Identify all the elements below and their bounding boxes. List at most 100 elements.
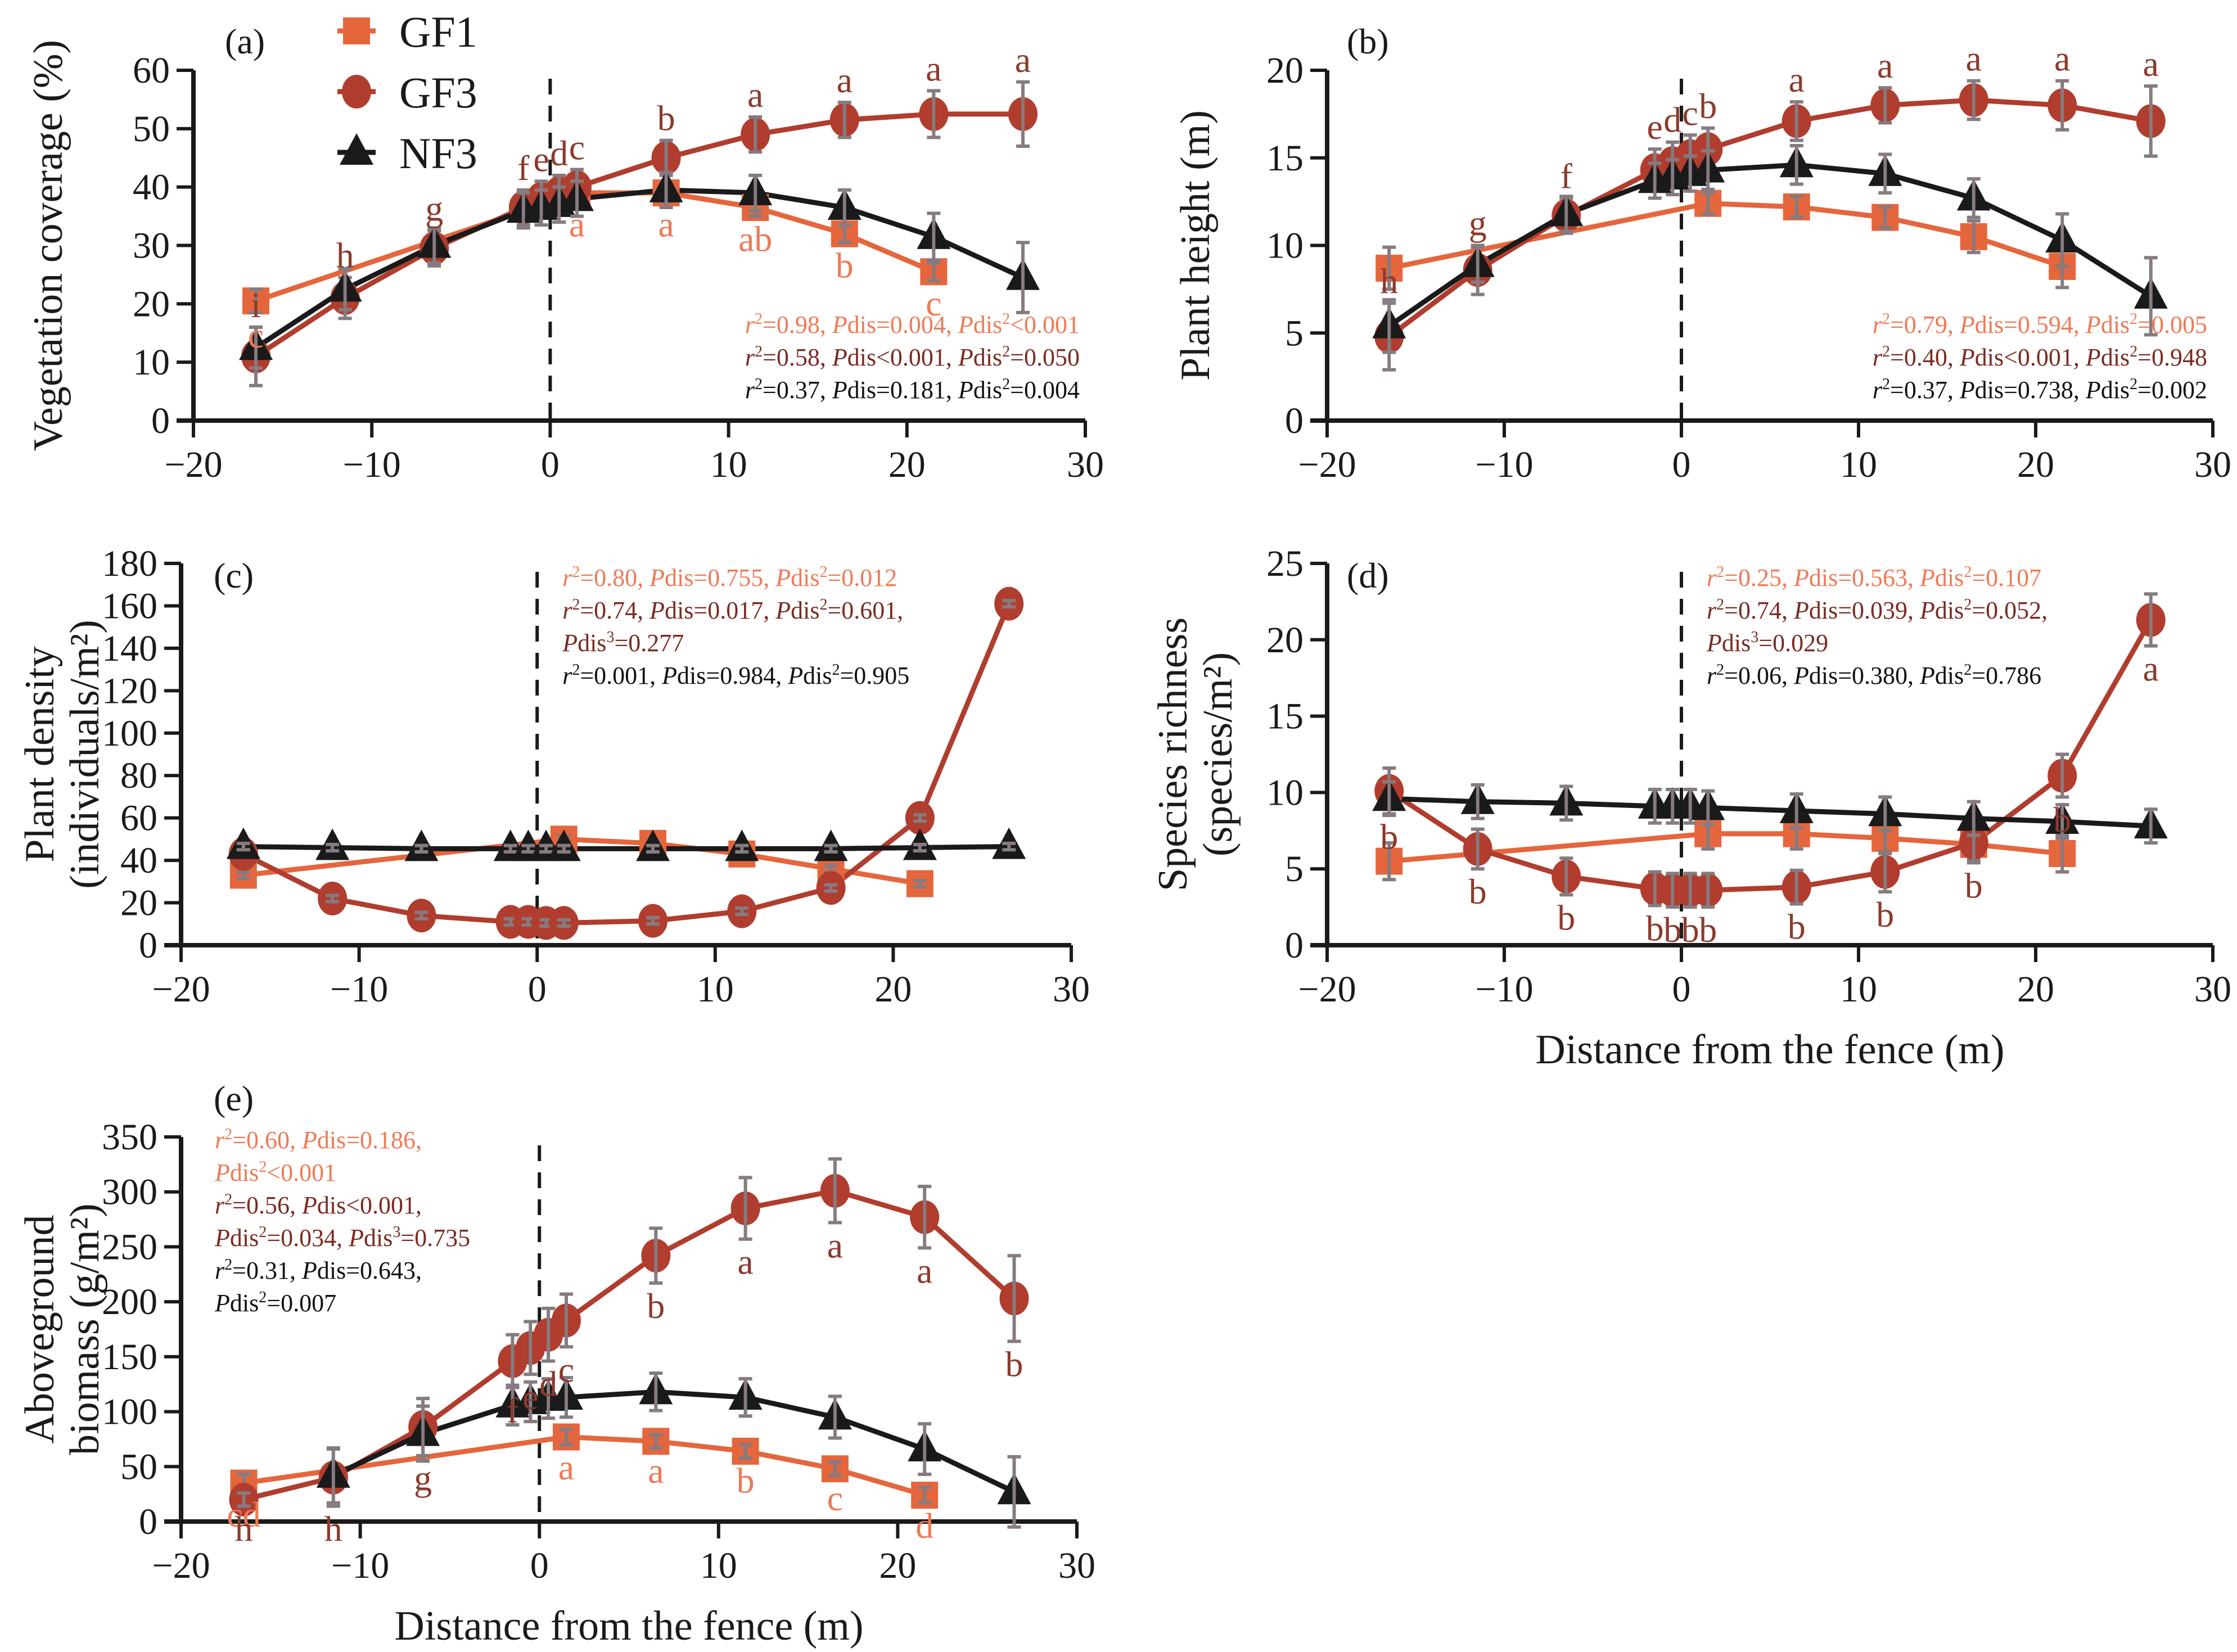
gf3-stats-text-part: 2 (1716, 596, 1724, 613)
gf1-stats-text-part: <0.001 (1010, 311, 1080, 338)
gf3-stats-text-part: =0.034, (267, 1224, 349, 1252)
gf3-stats-text-part: dis (2101, 344, 2130, 371)
y-tick-label: 350 (102, 1117, 157, 1158)
panel-a-vegetation-coverage: 0 10 20 30 40 50 60 −20 −10 0 10 20 30 Vegetation cov… (25, 21, 1104, 485)
significance-letter: g (1469, 204, 1487, 243)
panel-tag: (b) (1347, 21, 1389, 61)
gf1-stats-text-part: 2 (1716, 563, 1724, 581)
gf1-stats-text-part: =0.012 (827, 564, 897, 592)
gf1-stats-text: Pdis2<0.001 (214, 1158, 336, 1186)
y-axis-title: biomass (g/m²) (62, 1203, 108, 1455)
gf3-stats-text-part: P (1793, 597, 1809, 624)
nf3-stats-text-part: =0.31, (232, 1257, 302, 1284)
panel-tag: (e) (214, 1078, 254, 1118)
significance-letter: i (251, 285, 261, 325)
gf3-stats-text-part: r (215, 1191, 225, 1219)
gf1-stats-text-part: P (301, 1126, 317, 1154)
significance-letter: d (550, 133, 568, 173)
gf3-stats-text-part: P (649, 597, 665, 624)
gf1-stats-text-part: =0.79, (1890, 311, 1960, 338)
gf3-stats-text-part: P (1919, 597, 1935, 624)
nf3-stats-text: r2=0.37, Pdis=0.181, Pdis2=0.004 (745, 376, 1080, 404)
gf3-stats-text-part: r (1873, 344, 1883, 371)
nf3-stats-text: Pdis2=0.007 (214, 1289, 336, 1317)
x-tick-label: 0 (1672, 969, 1691, 1010)
gf1-stats-text-part: P (2085, 311, 2101, 338)
gf1-stats-text-part: r (215, 1126, 225, 1154)
nf3-stats-text-part: dis (2101, 376, 2130, 404)
x-tick-label: 20 (874, 969, 912, 1010)
y-tick-label: 10 (1266, 772, 1304, 813)
nf3-stats-text-part: 2 (224, 1256, 232, 1274)
gf1-stats-text-part: 2 (2130, 310, 2137, 328)
significance-letter: b (1380, 816, 1398, 856)
nf3-stats-text-part: P (2085, 376, 2101, 404)
x-tick-label: 30 (1067, 444, 1104, 485)
y-axis-title: Species richness (1150, 617, 1196, 891)
gf3-stats-text-part: dis<0.001, (847, 344, 958, 371)
significance-letter: c (248, 315, 264, 355)
gf1-stats-text-part: 2 (755, 310, 763, 328)
significance-letter: h (235, 1509, 253, 1549)
x-tick-label: −10 (343, 444, 401, 485)
significance-letter: b (1699, 910, 1717, 950)
legend-label: NF3 (399, 129, 477, 178)
significance-letter: ab (738, 219, 772, 259)
gf1-stats-text-part: r (562, 564, 572, 592)
gf3-stats-text-part: dis (578, 629, 606, 657)
gf1-stats-text-part: P (1959, 311, 1975, 338)
gf1-stats-text: r2=0.80, Pdis=0.755, Pdis2=0.012 (562, 563, 897, 592)
gf3-stats-text-part: 2 (259, 1224, 267, 1241)
gf1-stats-text: r2=0.25, Pdis=0.563, Pdis2=0.107 (1707, 563, 2041, 592)
significance-letter: a (648, 1451, 664, 1491)
panel-tag: (c) (214, 556, 254, 595)
gf1-stats-text-part: =0.005 (2137, 311, 2207, 338)
nf3-stats-text-part: dis=0.738, (1975, 376, 2086, 404)
gf1-stats-text-part: 2 (819, 563, 827, 581)
nf3-stats-text-part: =0.001, (580, 662, 662, 689)
gf3-stats-text-part: =0.58, (763, 344, 832, 371)
significance-letter: a (2054, 39, 2070, 79)
gf1-stats-text-part: =0.80, (580, 564, 650, 592)
x-tick-label: 0 (530, 1545, 549, 1586)
gf1-series-line (1388, 201, 2063, 271)
panel-b-plant-height: 0 5 10 15 20 −20 −10 0 10 20 30 Plant height (m) (b)… (1172, 21, 2231, 485)
gf1-stats-text: r2=0.60, Pdis=0.186, (215, 1126, 422, 1154)
nf3-stats-text-part: 2 (1964, 661, 1972, 679)
gf1-stats-text-part: dis=0.563, (1809, 564, 1920, 592)
gf3-stats-text-part: P (562, 629, 578, 657)
x-tick-label: 0 (528, 969, 547, 1010)
gf3-stats-text-part: =0.74, (1724, 597, 1794, 624)
gf1-stats-text-part: P (214, 1159, 230, 1186)
y-tick-label: 250 (102, 1226, 157, 1267)
significance-letter: b (1876, 895, 1894, 935)
gf3-stats-text-part: 2 (1002, 343, 1010, 360)
gf1-stats-text-part: r (745, 311, 755, 338)
nf3-stats-text-part: =0.007 (267, 1289, 336, 1317)
gf1-stats-text-part: 2 (224, 1126, 232, 1143)
gf3-stats-text: r2=0.74, Pdis=0.017, Pdis2=0.601, (562, 596, 903, 624)
gf1-stats-text-part: 2 (259, 1158, 267, 1176)
nf3-stats-text-part: 2 (572, 661, 580, 679)
nf3-stats-text-part: 2 (1882, 376, 1890, 393)
significance-letter: h (336, 236, 354, 276)
gf3-stats-text-part: 2 (755, 343, 763, 360)
y-tick-label: 100 (102, 713, 157, 754)
x-tick-label: 20 (2017, 444, 2054, 485)
significance-letter: a (827, 1225, 843, 1265)
significance-letter: f (1561, 156, 1573, 196)
gf3-stats-text-part: =0.050 (1010, 344, 1080, 371)
significance-letter: a (558, 1447, 574, 1487)
y-tick-label: 120 (102, 670, 157, 711)
nf3-stats-text-part: dis (1935, 662, 1964, 689)
nf3-stats-text-part: =0.905 (840, 662, 909, 689)
y-tick-label: 0 (1285, 400, 1304, 441)
x-tick-label: 20 (2017, 969, 2054, 1010)
gf3-stats-text: Pdis3=0.029 (1706, 629, 1828, 657)
significance-letter: a (658, 205, 674, 245)
significance-letter: b (1663, 910, 1681, 950)
gf3-stats-text-part: 3 (606, 629, 614, 646)
x-tick-label: 0 (541, 444, 560, 485)
gf1-stats-text-part: =0.98, (763, 311, 832, 338)
